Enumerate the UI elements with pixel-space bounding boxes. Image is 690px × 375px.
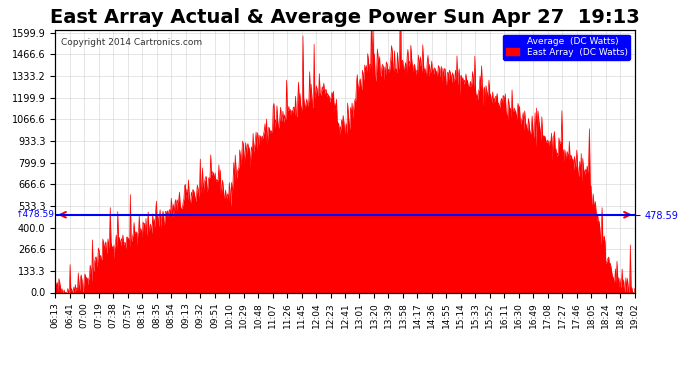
- Legend: Average  (DC Watts), East Array  (DC Watts): Average (DC Watts), East Array (DC Watts…: [503, 34, 630, 60]
- Text: ↑478.59: ↑478.59: [14, 210, 54, 219]
- Title: East Array Actual & Average Power Sun Apr 27  19:13: East Array Actual & Average Power Sun Ap…: [50, 8, 640, 27]
- Text: Copyright 2014 Cartronics.com: Copyright 2014 Cartronics.com: [61, 38, 202, 47]
